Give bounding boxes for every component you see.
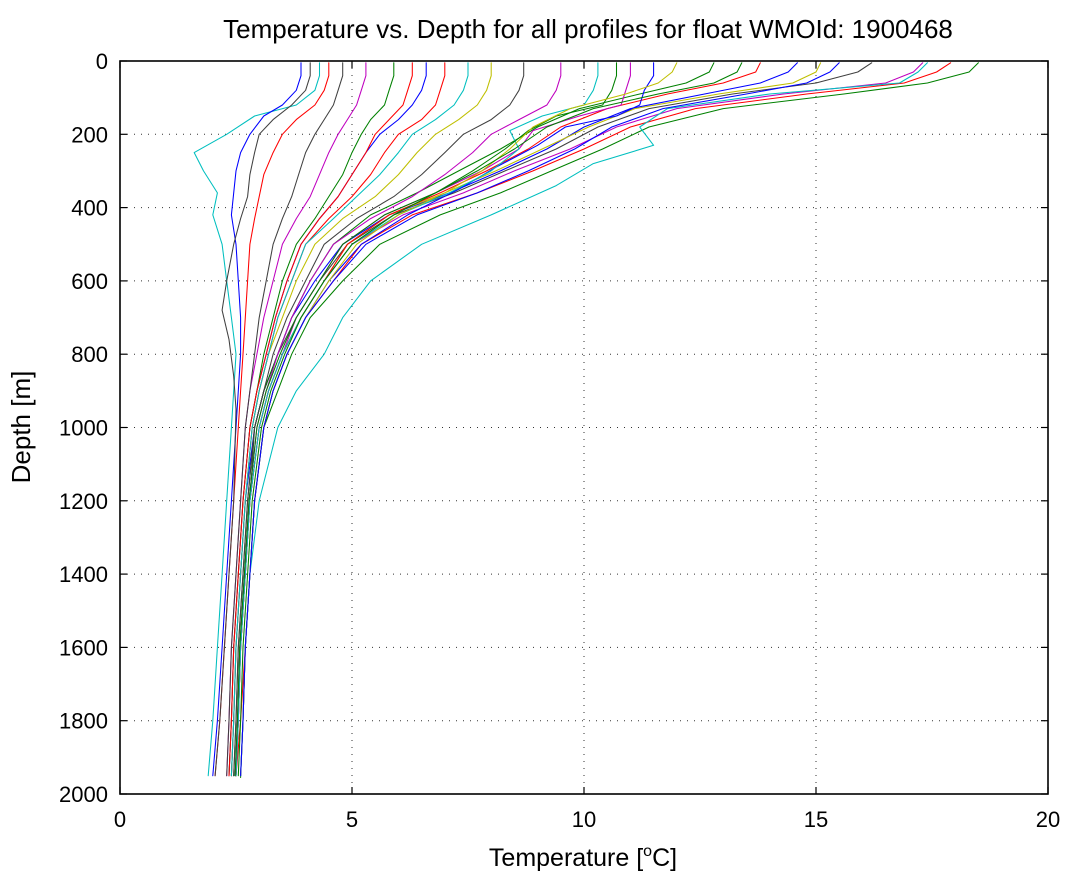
profile-line-29 [228, 62, 413, 777]
y-tick-label: 1600 [59, 635, 108, 660]
profile-line-24 [237, 62, 618, 777]
y-tick-label: 2000 [59, 782, 108, 807]
profile-line-23 [214, 62, 311, 777]
chart-title: Temperature vs. Depth for all profiles f… [223, 14, 953, 44]
y-tick-label: 400 [71, 196, 108, 221]
y-axis: 0 200 400 600 800 1000 1200 1400 1600 1800 2000 [59, 49, 1048, 807]
profile-line-30 [234, 62, 743, 777]
y-tick-label: 800 [71, 342, 108, 367]
profile-line-21 [212, 62, 302, 777]
y-axis-label: Depth [m] [6, 371, 36, 484]
y-tick-label: 0 [96, 49, 108, 74]
profile-line-13 [233, 62, 525, 777]
profile-line-28 [230, 62, 469, 777]
y-tick-label: 200 [71, 122, 108, 147]
x-tick-label: 10 [572, 807, 596, 832]
profile-lines [193, 62, 979, 779]
profile-line-19 [226, 62, 344, 777]
x-tick-label: 0 [114, 807, 126, 832]
y-tick-label: 1200 [59, 489, 108, 514]
profile-line-27 [240, 62, 840, 777]
y-tick-label: 1000 [59, 416, 108, 441]
y-tick-label: 600 [71, 269, 108, 294]
profile-line-20 [193, 62, 321, 777]
x-axis-label-superscript: o [643, 843, 652, 860]
y-tick-label: 1400 [59, 562, 108, 587]
x-axis: 0 5 10 15 20 [114, 61, 1060, 832]
x-tick-label: 20 [1036, 807, 1060, 832]
x-axis-label: Temperature [oC] [489, 843, 677, 872]
y-tick-label: 1800 [59, 709, 108, 734]
profile-line-4 [240, 62, 928, 777]
x-tick-label: 15 [804, 807, 828, 832]
x-axis-label-suffix: C] [652, 844, 677, 872]
x-tick-label: 5 [346, 807, 358, 832]
x-axis-label-prefix: Temperature [ [489, 844, 643, 872]
grid-layer [120, 61, 1048, 794]
